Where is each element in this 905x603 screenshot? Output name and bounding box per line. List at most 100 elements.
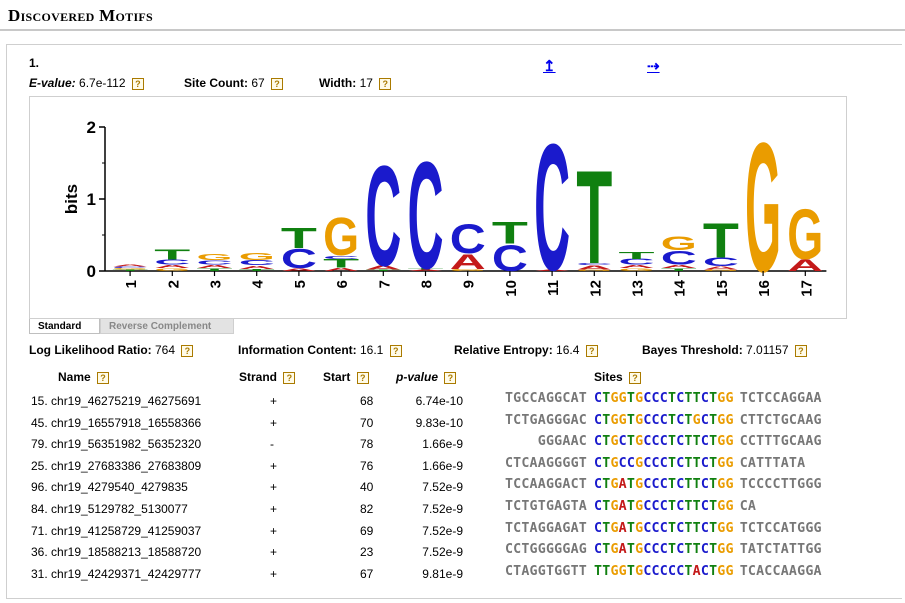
logo-letter-A: A xyxy=(323,267,359,273)
site-strand: + xyxy=(270,480,278,495)
column-header-name: Name ? xyxy=(58,370,110,384)
site-strand: + xyxy=(270,523,278,538)
site-right-flank: CA xyxy=(739,499,757,514)
site-base: C xyxy=(651,520,660,536)
x-tick-label: 5 xyxy=(292,280,309,288)
site-base: C xyxy=(643,434,652,450)
site-base: T xyxy=(709,477,718,493)
site-base: G xyxy=(618,391,627,406)
column-header-start-label: Start xyxy=(323,370,351,384)
svg-text:C: C xyxy=(323,254,359,260)
x-tick-label: 6 xyxy=(334,280,351,288)
logo-letter-T: T xyxy=(661,267,697,271)
site-base: C xyxy=(659,477,668,493)
ic-value: 16.1 xyxy=(360,343,384,357)
re-help-icon[interactable]: ? xyxy=(585,344,598,357)
site-base: T xyxy=(667,455,677,471)
svg-text:C: C xyxy=(450,216,486,262)
x-tick-label: 14 xyxy=(672,279,689,296)
site-base: C xyxy=(651,434,660,450)
svg-text:T: T xyxy=(197,267,233,271)
site-base: T xyxy=(626,477,636,493)
site-base: G xyxy=(610,477,619,493)
site-name: 45. chr19_16557918_16558366 xyxy=(31,415,202,430)
site-base: G xyxy=(692,412,701,428)
site-left-flank: CTAGGTGGTT xyxy=(504,563,587,579)
x-tick-label: 10 xyxy=(503,280,520,297)
site-base: C xyxy=(643,455,652,471)
site-base: G xyxy=(635,391,644,406)
site-base: C xyxy=(676,542,685,558)
svg-text:T: T xyxy=(239,268,275,271)
site-base: T xyxy=(684,499,693,514)
ic-help-icon[interactable]: ? xyxy=(389,344,402,357)
width-help-icon[interactable]: ? xyxy=(379,77,392,90)
logo-letter-G: G xyxy=(703,269,739,271)
pvalue-help-icon[interactable]: ? xyxy=(444,371,457,384)
site-pvalue: 7.52e-9 xyxy=(422,502,463,516)
logo-letter-C: C xyxy=(450,216,486,262)
logo-letter-C: C xyxy=(661,247,697,269)
site-base: G xyxy=(717,391,726,406)
x-tick-label: 4 xyxy=(250,279,267,288)
motif-panel xyxy=(6,44,902,599)
site-base: T xyxy=(684,477,693,493)
site-base: C xyxy=(651,542,660,558)
svg-text:T: T xyxy=(492,215,528,250)
site-base: C xyxy=(700,477,710,493)
logo-letter-C: C xyxy=(619,258,655,267)
site-base: C xyxy=(651,499,660,514)
logo-letter-A: A xyxy=(408,269,444,271)
logo-letter-C: C xyxy=(703,255,739,268)
svg-text:A: A xyxy=(576,264,612,271)
column-header-pvalue: p-value ? xyxy=(396,370,457,384)
site-base: C xyxy=(676,434,685,450)
bt-help-icon[interactable]: ? xyxy=(794,344,807,357)
site-base: C xyxy=(643,520,652,536)
site-count-help-icon[interactable]: ? xyxy=(271,77,284,90)
site-base: G xyxy=(725,499,734,514)
site-base: C xyxy=(667,563,677,579)
start-help-icon[interactable]: ? xyxy=(356,371,369,384)
site-base: T xyxy=(709,499,718,514)
site-base: T xyxy=(684,434,693,450)
strand-help-icon[interactable]: ? xyxy=(283,371,296,384)
site-base: G xyxy=(635,434,644,450)
x-tick-label: 11 xyxy=(545,280,562,296)
svg-text:A: A xyxy=(534,269,570,271)
site-strand: + xyxy=(270,566,278,581)
logo-letter-A: A xyxy=(576,264,612,271)
site-base: G xyxy=(635,499,644,514)
site-base: C xyxy=(651,391,660,406)
site-base: G xyxy=(610,434,619,450)
site-base: G xyxy=(635,520,644,536)
tab-reverse-complement[interactable]: Reverse Complement xyxy=(100,319,234,334)
logo-letter-T: T xyxy=(703,213,739,268)
logo-letter-G: G xyxy=(576,269,612,271)
site-base: G xyxy=(610,412,619,428)
site-base: T xyxy=(709,563,718,579)
site-base: T xyxy=(709,391,718,406)
svg-text:C: C xyxy=(197,259,233,266)
site-base: G xyxy=(635,542,644,558)
next-motif-arrow-icon[interactable]: ⇢ xyxy=(647,58,660,75)
logo-letter-T: T xyxy=(619,250,655,261)
name-help-icon[interactable]: ? xyxy=(97,371,110,384)
x-tick-label: 7 xyxy=(376,280,393,288)
sites-help-icon[interactable]: ? xyxy=(629,371,642,384)
logo-letter-G: G xyxy=(450,268,486,271)
site-base: C xyxy=(651,477,660,493)
site-base: C xyxy=(676,563,685,579)
svg-text:G: G xyxy=(323,207,359,268)
site-sequence: CTGATGCCCTCTTCTGG xyxy=(594,477,734,492)
scroll-up-icon[interactable]: ↥ xyxy=(543,58,556,75)
site-base: C xyxy=(651,563,660,579)
llr-help-icon[interactable]: ? xyxy=(181,344,194,357)
motif-number: 1. xyxy=(29,56,40,70)
site-base: C xyxy=(618,455,627,471)
evalue-help-icon[interactable]: ? xyxy=(131,77,144,90)
tab-standard[interactable]: Standard xyxy=(29,319,100,334)
svg-text:C: C xyxy=(154,258,190,266)
site-base: C xyxy=(700,455,710,471)
site-base: T xyxy=(602,477,611,493)
